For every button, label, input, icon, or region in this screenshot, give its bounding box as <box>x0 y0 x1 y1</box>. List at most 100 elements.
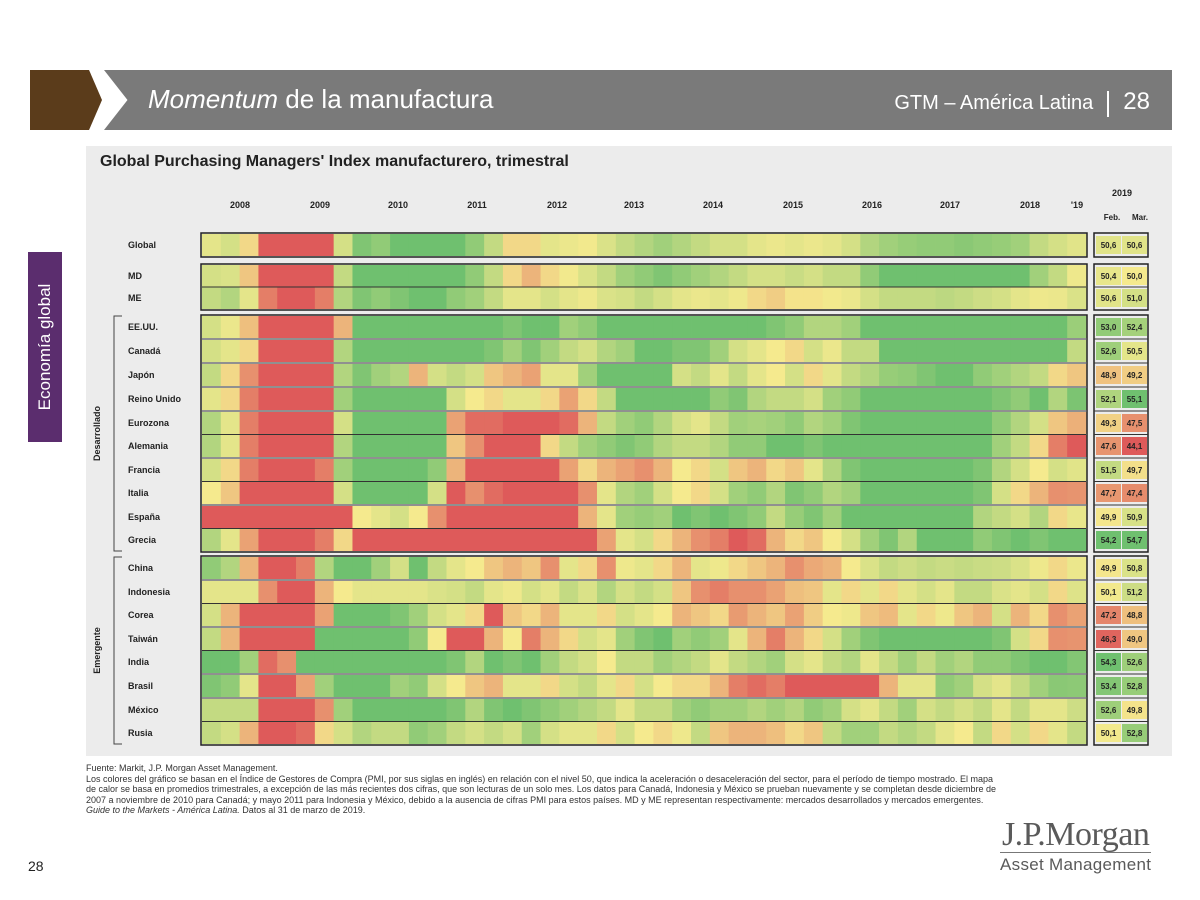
heatmap-cell <box>973 316 993 338</box>
heatmap-cell <box>333 265 353 287</box>
heatmap-cell <box>709 628 730 650</box>
heatmap-cell <box>502 557 523 579</box>
heatmap-cell <box>540 628 560 650</box>
heatmap-cell <box>239 482 259 504</box>
heatmap-cell <box>897 265 918 287</box>
heatmap-cell <box>916 699 936 721</box>
heatmap-cell <box>314 265 335 287</box>
heatmap-cell <box>860 388 880 410</box>
row-label: Grecia <box>128 535 157 545</box>
heatmap-cell <box>484 604 504 626</box>
heatmap-cell <box>559 287 579 309</box>
heatmap-cell <box>296 412 316 434</box>
heatmap-cell <box>747 557 767 579</box>
heatmap-cell <box>465 557 485 579</box>
heatmap-cell <box>709 234 730 256</box>
heatmap-cell <box>747 529 767 551</box>
heatmap-cell <box>841 506 861 528</box>
heatmap-cell <box>352 675 372 697</box>
heatmap-cell <box>841 412 861 434</box>
group-border <box>200 314 1088 553</box>
heatmap-cell <box>897 604 918 626</box>
heatmap-cell <box>897 482 918 504</box>
heatmap-cell <box>691 459 711 481</box>
footnote-body: Los colores del gráfico se basan en el Í… <box>86 773 997 805</box>
heatmap-cell <box>277 435 297 457</box>
heatmap-cell <box>822 340 842 362</box>
heatmap-cell <box>897 340 918 362</box>
heatmap-cell <box>935 581 955 603</box>
heatmap-cell <box>1029 412 1049 434</box>
heatmap-cell <box>1029 604 1049 626</box>
heatmap-cell <box>465 287 485 309</box>
heatmap-cell <box>202 364 222 386</box>
value-label: 55,1 <box>1127 395 1143 404</box>
heatmap-cell <box>822 628 842 650</box>
heatmap-cell <box>446 316 466 338</box>
heatmap-cell <box>615 265 635 287</box>
heatmap-cell <box>803 651 824 673</box>
heatmap-cell <box>220 529 241 551</box>
heatmap-cell <box>333 628 353 650</box>
heatmap-cell <box>333 340 353 362</box>
year-label: 2012 <box>547 200 567 210</box>
heatmap-cell <box>1029 265 1049 287</box>
heatmap-cell <box>841 581 861 603</box>
heatmap-cell <box>991 506 1012 528</box>
heatmap-cell <box>239 364 259 386</box>
heatmap-cell <box>1010 506 1030 528</box>
heatmap-cell <box>1048 234 1068 256</box>
heatmap-cell <box>615 459 635 481</box>
heatmap-cell <box>333 581 353 603</box>
heatmap-cell <box>408 435 429 457</box>
heatmap-cell <box>879 287 899 309</box>
value-box <box>1096 318 1121 336</box>
heatmap-cell <box>954 651 974 673</box>
heatmap-cell <box>1010 287 1030 309</box>
heatmap-cell <box>484 529 504 551</box>
value-label: 54,7 <box>1127 536 1143 545</box>
value-label: 52,8 <box>1127 729 1143 738</box>
year-label: 2017 <box>940 200 960 210</box>
header-accent-block <box>30 70 102 130</box>
page-number: 28 <box>28 858 44 874</box>
heatmap-cell <box>709 459 730 481</box>
heatmap-cell <box>634 651 654 673</box>
value-label: 51,2 <box>1127 588 1143 597</box>
heatmap-cell <box>766 506 786 528</box>
heatmap-cell <box>973 651 993 673</box>
heatmap-cell <box>916 604 936 626</box>
heatmap-cell <box>296 265 316 287</box>
heatmap-cell <box>728 628 748 650</box>
heatmap-cell <box>578 388 598 410</box>
heatmap-cell <box>296 287 316 309</box>
value-box <box>1122 653 1147 671</box>
row-label: Brasil <box>128 681 153 691</box>
heatmap-cell <box>615 287 635 309</box>
heatmap-cell <box>277 234 297 256</box>
heatmap-cell <box>540 651 560 673</box>
heatmap-cell <box>747 506 767 528</box>
heatmap-cell <box>991 604 1012 626</box>
heatmap-cell <box>390 628 410 650</box>
heatmap-cell <box>897 435 918 457</box>
heatmap-cell <box>1048 628 1068 650</box>
heatmap-cell <box>653 699 673 721</box>
heatmap-cell <box>239 265 259 287</box>
heatmap-cell <box>1029 459 1049 481</box>
heatmap-cell <box>672 529 692 551</box>
heatmap-cell <box>427 699 447 721</box>
row-label: Global <box>128 240 156 250</box>
heatmap-cell <box>1048 699 1068 721</box>
heatmap-cell <box>728 699 748 721</box>
heatmap-cell <box>390 675 410 697</box>
heatmap-cell <box>1067 581 1087 603</box>
heatmap-cell <box>672 316 692 338</box>
heatmap-cell <box>803 628 824 650</box>
heatmap-cell <box>314 364 335 386</box>
heatmap-cell <box>954 265 974 287</box>
heatmap-cell <box>935 482 955 504</box>
heatmap-cell <box>333 316 353 338</box>
heatmap-cell <box>484 459 504 481</box>
heatmap-cell <box>728 316 748 338</box>
